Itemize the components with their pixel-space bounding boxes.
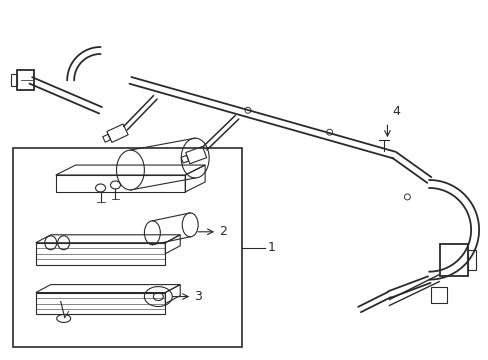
Text: 3: 3 xyxy=(194,290,202,303)
Bar xyxy=(13,148,242,347)
Text: 1: 1 xyxy=(267,241,275,254)
Text: 4: 4 xyxy=(392,105,400,118)
Text: 2: 2 xyxy=(219,225,226,238)
